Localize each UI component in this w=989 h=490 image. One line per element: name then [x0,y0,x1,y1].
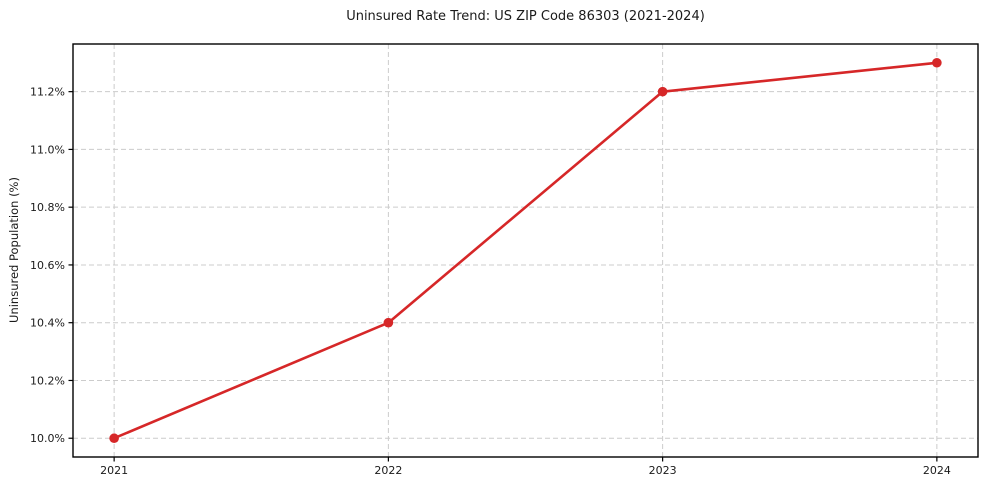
y-tick-label: 10.4% [30,317,65,330]
x-tick-label: 2024 [923,464,951,477]
data-point-marker [383,317,394,328]
x-tick-label: 2023 [649,464,677,477]
trend-line [112,61,939,440]
data-point-marker [932,57,942,68]
data-point-marker [657,86,668,97]
chart-title: Uninsured Rate Trend: US ZIP Code 86303 … [346,9,705,24]
x-tick-label: 2022 [374,464,402,477]
y-tick-label: 10.2% [30,374,65,387]
axis-frame [72,43,979,458]
y-tick-label: 10.0% [30,432,65,445]
x-tick-label: 2021 [100,464,128,477]
y-tick-label: 10.8% [30,201,65,214]
data-point-marker [109,433,119,444]
y-tick-label: 11.0% [30,143,65,156]
y-tick-label: 11.2% [30,86,65,99]
y-tick-label: 10.6% [30,259,65,272]
